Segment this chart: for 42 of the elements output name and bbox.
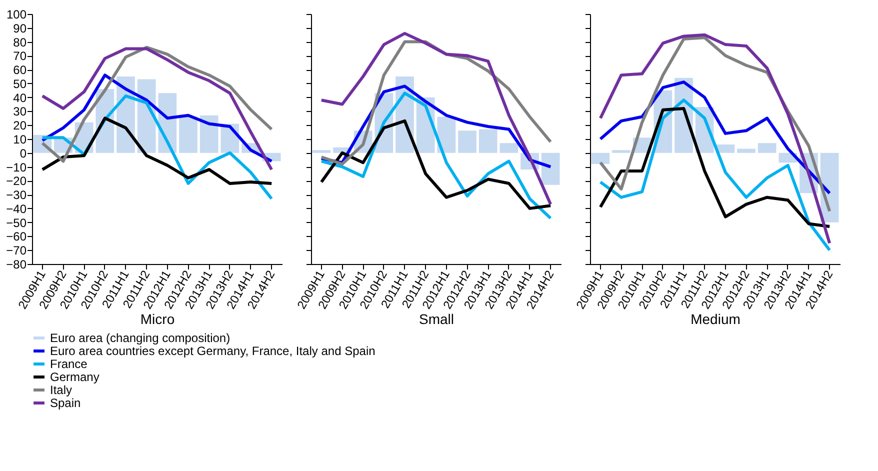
y-tick-label: 0 (20, 146, 27, 160)
bar (179, 116, 198, 153)
y-tick-label: 20 (13, 118, 27, 133)
legend-label: France (50, 357, 88, 371)
x-axis-title: Small (418, 310, 454, 327)
x-axis-title: Medium (690, 310, 740, 327)
y-tick-label: 40 (13, 90, 27, 105)
legend-label: Euro area countries except Germany, France, Italy and Spain (50, 344, 376, 358)
x-axis-title: Micro (140, 310, 175, 327)
y-tick-label: −30 (6, 188, 27, 202)
y-tick-label: −40 (6, 202, 27, 216)
y-tick-label: −70 (6, 244, 27, 258)
y-tick-label: −60 (6, 230, 27, 244)
bar (458, 130, 476, 153)
y-tick-label: 30 (13, 104, 27, 119)
y-tick-label: 50 (13, 76, 27, 91)
bar (312, 150, 331, 153)
y-tick-label: 70 (13, 49, 27, 64)
bar (200, 115, 218, 153)
y-tick-label: 100 (6, 8, 27, 22)
bar (758, 143, 776, 153)
bar (591, 152, 610, 164)
bar (478, 129, 498, 153)
y-tick-label: 90 (13, 21, 27, 36)
bar (437, 116, 456, 153)
bar (737, 148, 756, 153)
bar (500, 143, 518, 153)
legend-label: Germany (50, 370, 100, 384)
bar (612, 150, 630, 153)
line-series (40, 74, 274, 163)
legend-label: Euro area (changing composition) (50, 331, 230, 345)
y-tick-label: −10 (6, 160, 27, 174)
legend-label: Italy (50, 383, 72, 397)
legend-label: Spain (50, 396, 81, 410)
y-tick-label: −80 (6, 258, 27, 272)
y-tick-label: 80 (13, 35, 27, 50)
bar (541, 152, 560, 185)
y-tick-label: −50 (6, 216, 27, 230)
y-tick-label: 10 (13, 132, 27, 146)
line-series (40, 116, 274, 185)
y-tick-label: 60 (13, 63, 27, 78)
y-tick-label: −20 (6, 174, 27, 188)
